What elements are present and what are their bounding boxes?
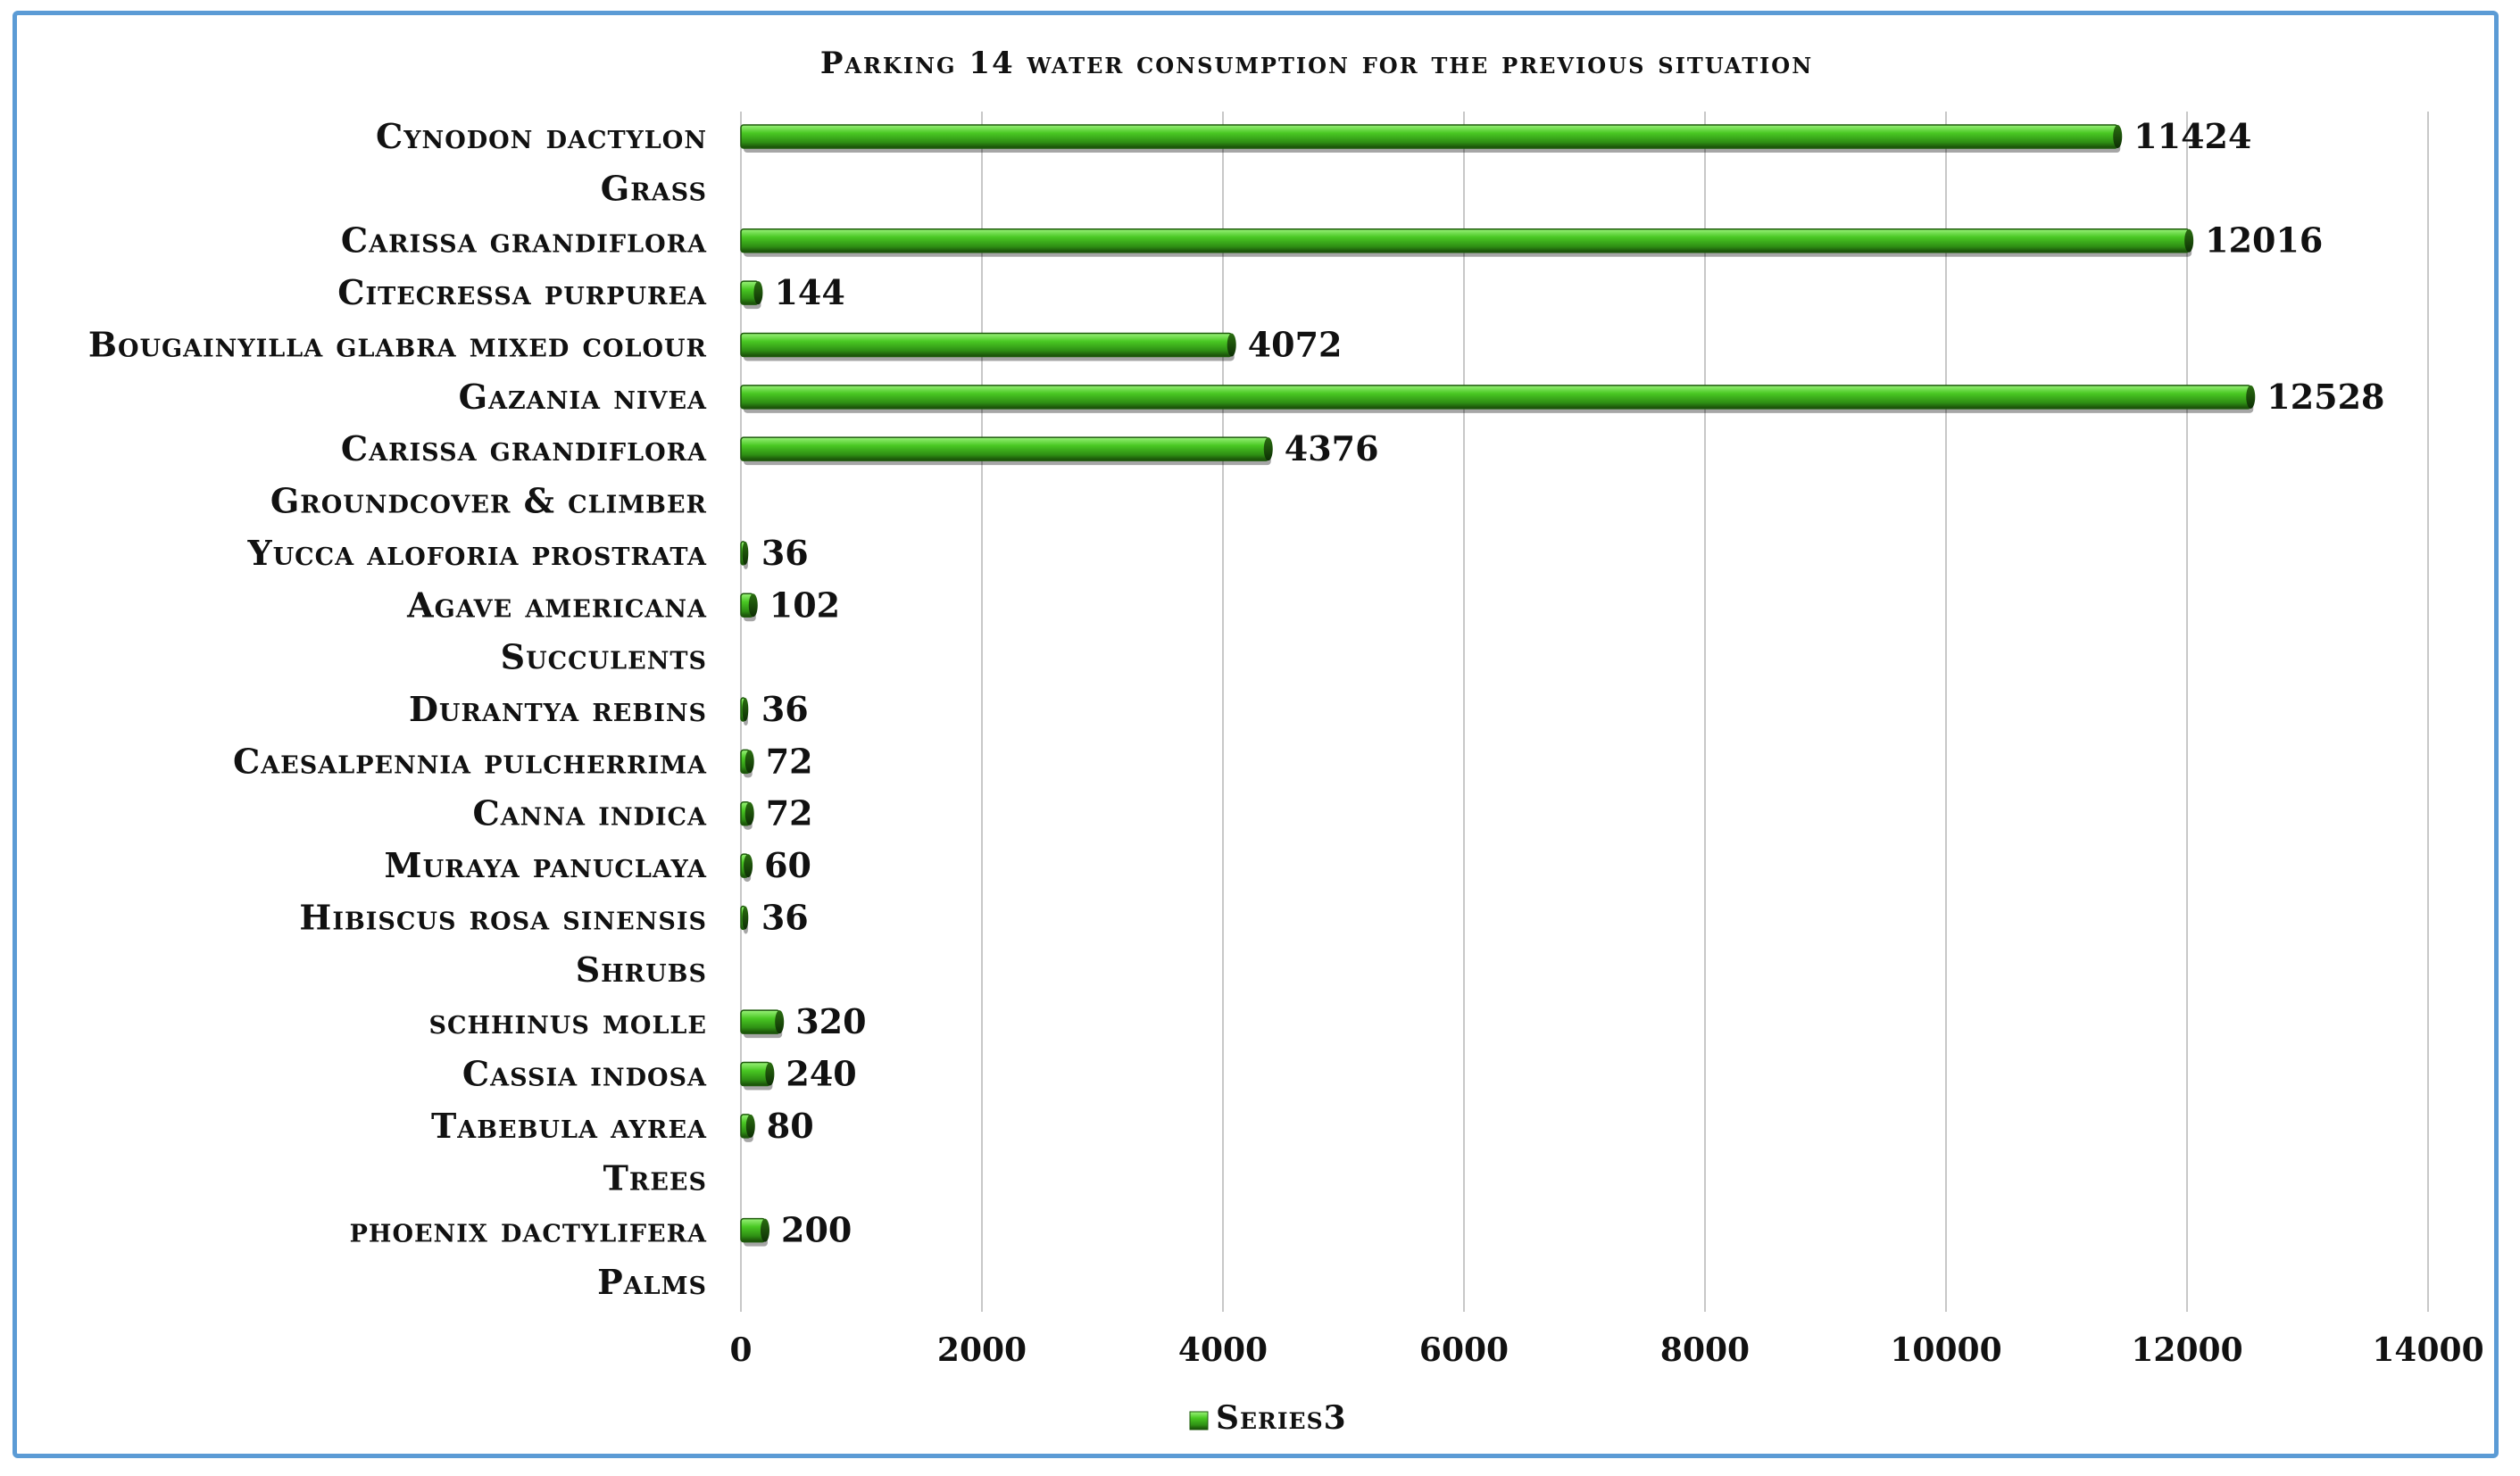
x-tick-label: 6000 xyxy=(1419,1331,1509,1369)
category-label: Hibiscus rosa sinensis xyxy=(299,897,707,937)
category-label: Citecressa purpurea xyxy=(337,272,707,312)
x-tick-label: 0 xyxy=(729,1331,752,1369)
category-label: Shrubs xyxy=(576,949,707,990)
category-label: Gazania nivea xyxy=(459,377,707,417)
data-label: 80 xyxy=(767,1106,814,1146)
legend: Series3 xyxy=(1189,1399,1347,1437)
data-label: 36 xyxy=(761,533,809,573)
data-label: 60 xyxy=(764,845,811,885)
bar-end-cap xyxy=(775,1010,785,1034)
x-tick-label: 2000 xyxy=(937,1331,1027,1369)
legend-label: Series3 xyxy=(1216,1399,1347,1437)
chart-title: Parking 14 water consumption for the pre… xyxy=(820,46,1813,81)
bar-end-cap xyxy=(748,593,758,618)
bar-end-cap xyxy=(744,854,753,878)
category-label: Palms xyxy=(597,1262,707,1302)
bar-end-cap xyxy=(744,801,754,825)
category-label: Trees xyxy=(603,1157,707,1198)
category-label: Grass xyxy=(601,168,707,208)
bar-end-cap xyxy=(745,1114,755,1138)
category-label: Cynodon dactylon xyxy=(376,116,707,156)
category-label: Muraya panuclaya xyxy=(385,845,708,885)
bar-end-cap xyxy=(2113,125,2123,148)
category-label: Succulents xyxy=(501,637,707,677)
bars xyxy=(740,124,2256,1247)
data-label: 200 xyxy=(781,1210,852,1250)
bar-end-cap xyxy=(765,1062,775,1086)
bar xyxy=(740,385,2252,410)
category-label: Caesalpennia pulcherrima xyxy=(233,741,707,781)
category-label: Canna indica xyxy=(472,793,707,833)
bar-end-cap xyxy=(742,698,749,721)
data-label: 72 xyxy=(766,741,813,781)
category-label: Agave americana xyxy=(406,585,707,625)
bar xyxy=(740,332,1233,358)
category-label: Tabebula ayrea xyxy=(431,1106,707,1146)
category-label: phoenix dactylifera xyxy=(350,1210,707,1250)
bar-end-cap xyxy=(761,1218,769,1242)
bar-end-cap xyxy=(1227,333,1236,357)
data-label: 12016 xyxy=(2205,220,2323,261)
x-tick-label: 4000 xyxy=(1178,1331,1268,1369)
bar-end-cap xyxy=(742,906,749,930)
x-tick-label: 10000 xyxy=(1890,1331,2001,1369)
data-label: 240 xyxy=(786,1054,856,1094)
bar xyxy=(740,1009,780,1034)
category-label: Cassia indosa xyxy=(462,1054,707,1094)
bar-end-cap xyxy=(1263,437,1273,461)
category-label: Durantya rebins xyxy=(409,689,707,729)
category-label: Groundcover & climber xyxy=(270,481,707,521)
legend-swatch xyxy=(1189,1411,1209,1430)
data-label: 11424 xyxy=(2133,116,2251,156)
bar xyxy=(740,436,1269,461)
data-label: 36 xyxy=(761,897,809,937)
data-label: 144 xyxy=(774,272,844,312)
data-label: 36 xyxy=(761,689,809,729)
data-label: 4072 xyxy=(1248,324,1343,364)
x-tick-label: 8000 xyxy=(1660,1331,1750,1369)
category-label: Yucca aloforia prostrata xyxy=(246,533,707,573)
data-label: 4376 xyxy=(1285,428,1379,469)
x-tick-label: 14000 xyxy=(2372,1331,2483,1369)
bar-end-cap xyxy=(2246,385,2256,409)
bar-end-cap xyxy=(753,281,763,305)
bar-end-cap xyxy=(744,750,754,774)
data-label: 72 xyxy=(766,793,813,833)
category-label: Carissa grandiflora xyxy=(341,428,707,469)
grid-lines xyxy=(740,112,2429,1312)
category-label: Carissa grandiflora xyxy=(341,220,707,261)
data-label: 102 xyxy=(769,585,840,625)
category-labels: Cynodon dactylon Grass Carissa grandiflora… xyxy=(88,116,708,1302)
data-label: 12528 xyxy=(2266,377,2384,417)
data-label: 320 xyxy=(795,1001,866,1041)
category-label: schhinus molle xyxy=(428,1001,707,1041)
x-tick-label: 12000 xyxy=(2131,1331,2242,1369)
bar-end-cap xyxy=(742,541,749,565)
data-labels: 11424 12016 144 4072 12528 4376 36 102 36 72 72 60 3… xyxy=(761,116,2385,1250)
bar xyxy=(740,228,2190,253)
bar-end-cap xyxy=(2184,228,2194,253)
x-axis-ticks: 0 2000 4000 6000 8000 10000 12000 14000 xyxy=(729,1331,2483,1369)
bar xyxy=(740,124,2118,149)
category-label: Bougainyilla glabra mixed colour xyxy=(88,324,707,364)
